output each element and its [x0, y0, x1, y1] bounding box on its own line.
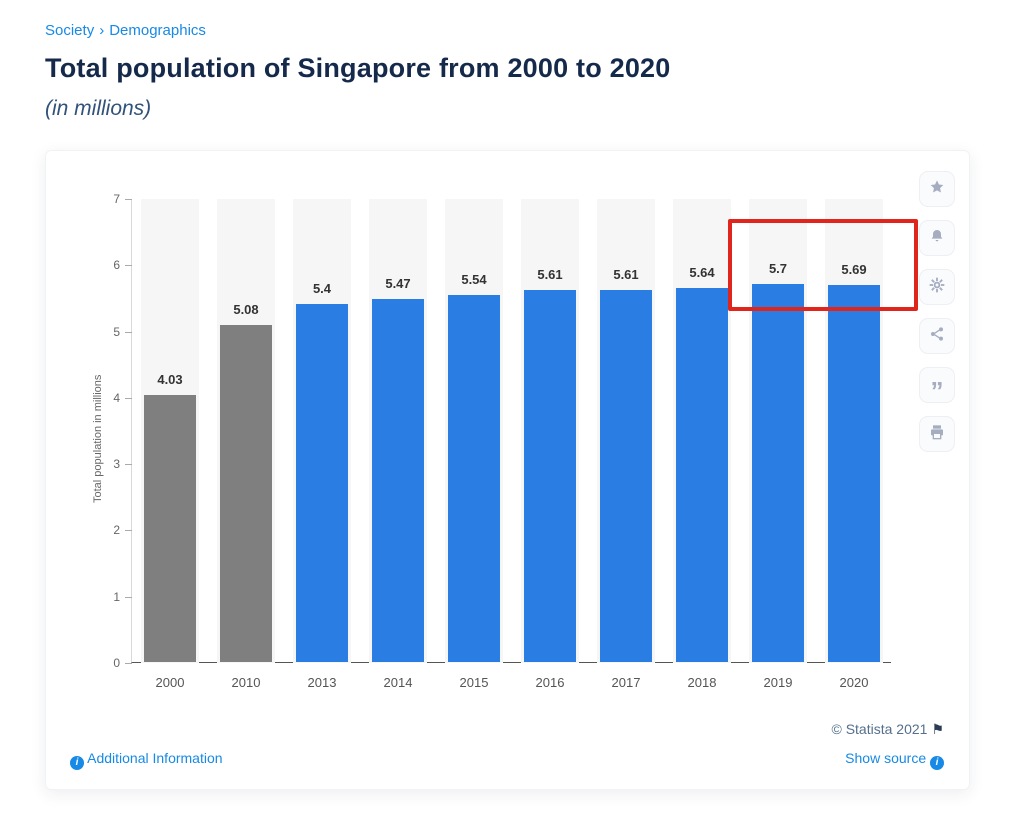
chart-card: Total population in millions 0 1 2 3 4 5 6 7 4.0…	[45, 150, 970, 790]
y-axis-tick-label: 2	[113, 523, 120, 538]
bar-value-label: 5.7	[768, 261, 788, 277]
x-axis-label: 2018	[687, 675, 717, 690]
y-axis-tick	[125, 530, 132, 532]
print-button[interactable]	[919, 416, 955, 452]
bar-2014[interactable]	[372, 299, 424, 662]
x-axis-label: 2010	[231, 675, 261, 690]
y-axis-tick-label: 6	[113, 258, 120, 273]
y-axis-tick-label: 1	[113, 589, 120, 604]
additional-information-link[interactable]: i Additional Information	[70, 750, 223, 770]
copyright-notice: © Statista 2021 ⚑	[832, 721, 945, 738]
bar-2016[interactable]	[524, 290, 576, 662]
bar-2010[interactable]	[220, 325, 272, 662]
plot-area: 0 1 2 3 4 5 6 7 4.03 2000 5.08 2010 5.4 2013 5.47 2014 5…	[113, 192, 891, 690]
flag-icon[interactable]: ⚑	[931, 721, 944, 737]
printer-icon	[929, 424, 945, 445]
quote-icon: ”	[930, 376, 944, 406]
y-axis-tick-label: 4	[113, 390, 120, 405]
breadcrumb-society-link[interactable]: Society	[45, 22, 95, 39]
bar-2019[interactable]	[752, 284, 804, 662]
additional-information-label: Additional Information	[87, 750, 223, 766]
y-axis-tick	[125, 464, 132, 466]
bar-value-label: 5.61	[613, 267, 639, 283]
bar-2020[interactable]	[828, 284, 880, 662]
x-axis-label: 2015	[459, 675, 489, 690]
share-button[interactable]	[919, 318, 955, 354]
bar-2018[interactable]	[676, 288, 728, 662]
info-icon: i	[70, 756, 84, 770]
gear-icon	[929, 277, 945, 298]
bar-value-label: 5.4	[312, 281, 332, 297]
bar-value-label: 5.64	[689, 265, 715, 281]
bar-value-label: 5.69	[841, 261, 867, 277]
y-axis-tick	[125, 265, 132, 267]
y-axis-tick	[125, 199, 132, 200]
x-axis-label: 2000	[155, 675, 185, 690]
bar-value-label: 4.03	[157, 371, 183, 387]
bar-2015[interactable]	[448, 294, 500, 662]
bar-value-label: 5.61	[537, 267, 563, 283]
x-axis-label: 2019	[763, 675, 793, 690]
bar-2017[interactable]	[600, 290, 652, 662]
bar-value-label: 5.08	[233, 302, 259, 318]
favorite-button[interactable]	[919, 171, 955, 207]
share-icon	[929, 326, 945, 347]
breadcrumb-demographics-link[interactable]: Demographics	[109, 22, 206, 39]
y-axis-tick	[125, 397, 132, 399]
y-axis-tick	[125, 596, 132, 598]
y-axis-tick	[125, 331, 132, 333]
bar-2013[interactable]	[296, 304, 348, 662]
notifications-button[interactable]	[919, 220, 955, 256]
breadcrumb: Society › Demographics	[45, 22, 974, 39]
page-header: Society › Demographics Total population of…	[0, 0, 1019, 121]
y-axis-tick-label: 3	[113, 457, 120, 472]
x-axis-label: 2017	[611, 675, 641, 690]
x-axis-label: 2016	[535, 675, 565, 690]
y-axis-tick	[125, 663, 132, 664]
x-axis-label: 2020	[839, 675, 869, 690]
page-subtitle: (in millions)	[45, 97, 152, 120]
y-axis-tick-label: 0	[113, 656, 120, 670]
info-icon: i	[930, 756, 944, 770]
show-source-label: Show source	[845, 750, 927, 766]
x-axis-label: 2014	[383, 675, 413, 690]
y-axis-tick-label: 5	[113, 324, 120, 339]
show-source-link[interactable]: Show source i	[845, 750, 944, 770]
breadcrumb-separator: ›	[99, 22, 105, 39]
bar-value-label: 5.54	[461, 271, 487, 287]
bar-2000[interactable]	[144, 394, 196, 662]
page-title: Total population of Singapore from 2000 …	[45, 53, 671, 83]
settings-button[interactable]	[919, 269, 955, 305]
bar-value-label: 5.47	[385, 276, 411, 292]
bell-icon	[929, 228, 945, 249]
x-axis-label: 2013	[307, 675, 337, 690]
y-axis-tick-label: 7	[113, 192, 120, 206]
star-icon	[929, 179, 945, 200]
chart-toolbar: ”	[919, 171, 955, 452]
copyright-text: © Statista 2021	[831, 721, 928, 737]
cite-button[interactable]: ”	[919, 367, 955, 406]
